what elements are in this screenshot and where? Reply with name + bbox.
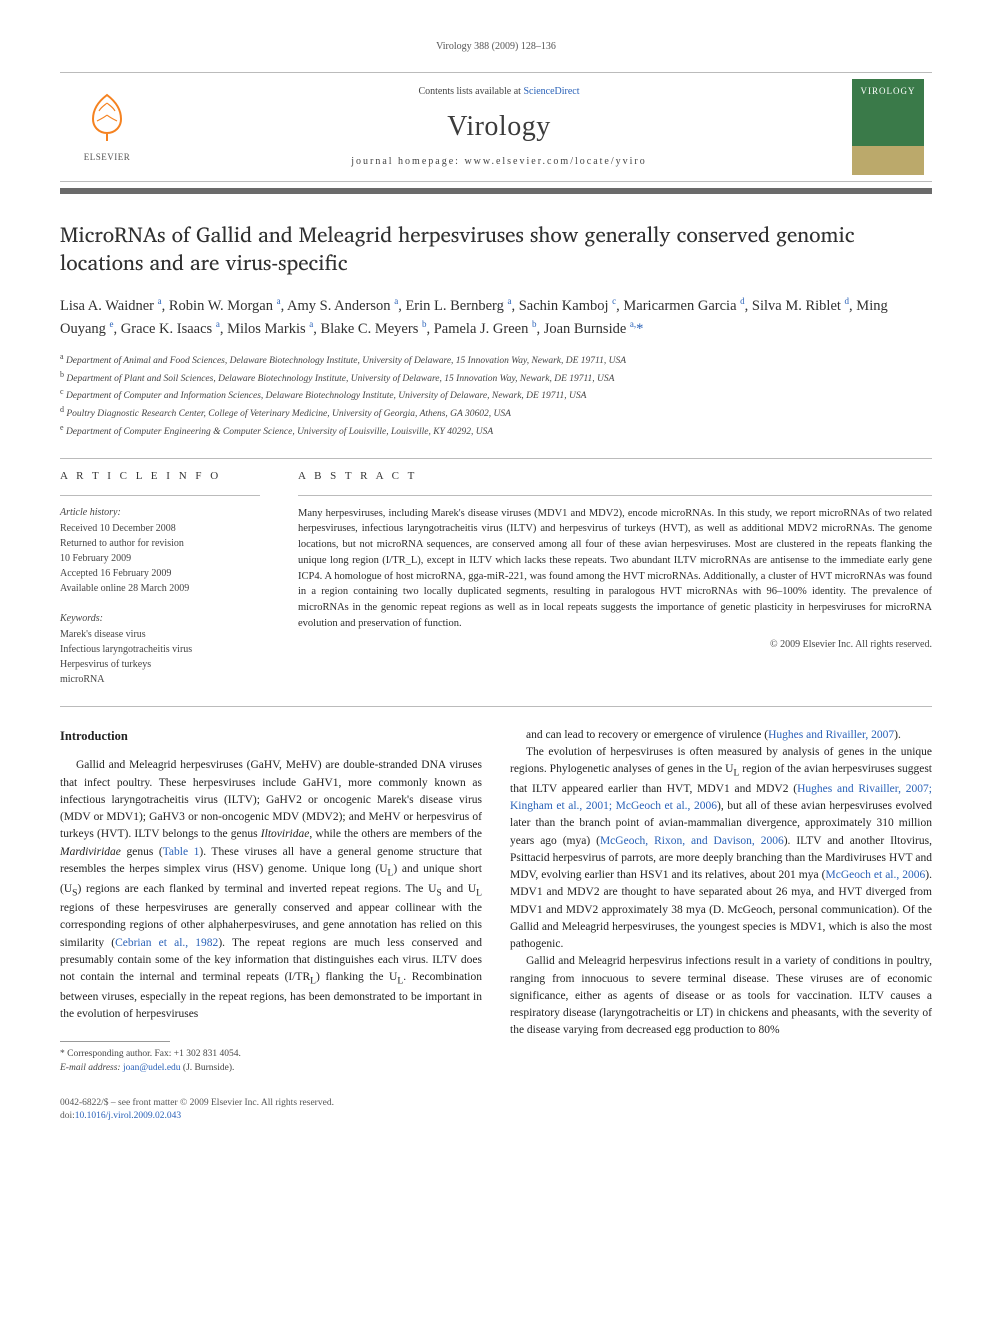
keyword-line: Infectious laryngotracheitis virus — [60, 643, 260, 657]
body-paragraph: The evolution of herpesviruses is often … — [510, 744, 932, 953]
email-label: E-mail address: — [60, 1063, 121, 1073]
affiliation-list: a Department of Animal and Food Sciences… — [60, 351, 932, 441]
keyword-line: Marek's disease virus — [60, 628, 260, 642]
running-header: Virology 388 (2009) 128–136 — [60, 40, 932, 54]
banner-center: Contents lists available at ScienceDirec… — [158, 85, 840, 168]
keyword-line: Herpesvirus of turkeys — [60, 658, 260, 672]
journal-name: Virology — [158, 107, 840, 146]
info-divider — [60, 495, 260, 496]
journal-cover-thumbnail: VIROLOGY — [852, 79, 924, 175]
contents-prefix: Contents lists available at — [418, 86, 523, 97]
elsevier-brand-text: ELSEVIER — [84, 151, 131, 164]
keywords-label: Keywords: — [60, 612, 260, 626]
banner-underline — [60, 188, 932, 194]
footnote-rule — [60, 1041, 170, 1042]
corr-author-line: * Corresponding author. Fax: +1 302 831 … — [60, 1048, 482, 1061]
homepage-url[interactable]: www.elsevier.com/locate/yviro — [464, 156, 646, 167]
article-title: MicroRNAs of Gallid and Meleagrid herpes… — [60, 222, 932, 277]
sciencedirect-link[interactable]: ScienceDirect — [523, 86, 579, 97]
journal-banner: ELSEVIER Contents lists available at Sci… — [60, 72, 932, 182]
affiliation-line: a Department of Animal and Food Sciences… — [60, 351, 932, 369]
section-divider — [60, 458, 932, 459]
body-paragraph: Gallid and Meleagrid herpesvirus infecti… — [510, 953, 932, 1039]
section-divider — [60, 706, 932, 707]
keyword-line: microRNA — [60, 673, 260, 687]
affiliation-line: b Department of Plant and Soil Sciences,… — [60, 369, 932, 387]
homepage-prefix: journal homepage: — [351, 156, 464, 167]
footer-front-matter: 0042-6822/$ – see front matter © 2009 El… — [60, 1097, 334, 1110]
history-line: Accepted 16 February 2009 — [60, 567, 260, 581]
doi-link[interactable]: 10.1016/j.virol.2009.02.043 — [75, 1111, 181, 1121]
page-footer: 0042-6822/$ – see front matter © 2009 El… — [60, 1097, 932, 1124]
intro-heading: Introduction — [60, 727, 482, 746]
corresponding-author-footnote: * Corresponding author. Fax: +1 302 831 … — [60, 1048, 482, 1075]
abstract-text: Many herpesviruses, including Marek's di… — [298, 506, 932, 632]
cover-label: VIROLOGY — [861, 85, 916, 98]
affiliation-line: d Poultry Diagnostic Research Center, Co… — [60, 404, 932, 422]
author-list: Lisa A. Waidner a, Robin W. Morgan a, Am… — [60, 295, 932, 340]
body-paragraph: and can lead to recovery or emergence of… — [510, 727, 932, 744]
history-label: Article history: — [60, 506, 260, 520]
affiliation-line: c Department of Computer and Information… — [60, 386, 932, 404]
abstract-divider — [298, 495, 932, 496]
abstract-copyright: © 2009 Elsevier Inc. All rights reserved… — [298, 638, 932, 652]
article-info-heading: A R T I C L E I N F O — [60, 469, 260, 484]
abstract-heading: A B S T R A C T — [298, 469, 932, 484]
body-col-right: and can lead to recovery or emergence of… — [510, 727, 932, 1075]
history-line: Available online 28 March 2009 — [60, 582, 260, 596]
body-columns: Introduction Gallid and Meleagrid herpes… — [60, 727, 932, 1075]
doi-prefix: doi: — [60, 1111, 75, 1121]
elsevier-tree-icon — [79, 91, 135, 149]
history-line: Received 10 December 2008 — [60, 522, 260, 536]
affiliation-line: e Department of Computer Engineering & C… — [60, 422, 932, 440]
abstract-block: A B S T R A C T Many herpesviruses, incl… — [298, 469, 932, 687]
body-col-left: Introduction Gallid and Meleagrid herpes… — [60, 727, 482, 1075]
contents-line: Contents lists available at ScienceDirec… — [158, 85, 840, 99]
history-line: Returned to author for revision — [60, 537, 260, 551]
article-info-block: A R T I C L E I N F O Article history: R… — [60, 469, 260, 687]
elsevier-logo: ELSEVIER — [68, 84, 146, 170]
email-suffix: (J. Burnside). — [183, 1063, 234, 1073]
history-line: 10 February 2009 — [60, 552, 260, 566]
corr-author-email-link[interactable]: joan@udel.edu — [123, 1063, 181, 1073]
body-paragraph: Gallid and Meleagrid herpesviruses (GaHV… — [60, 757, 482, 1023]
journal-homepage: journal homepage: www.elsevier.com/locat… — [158, 155, 840, 169]
